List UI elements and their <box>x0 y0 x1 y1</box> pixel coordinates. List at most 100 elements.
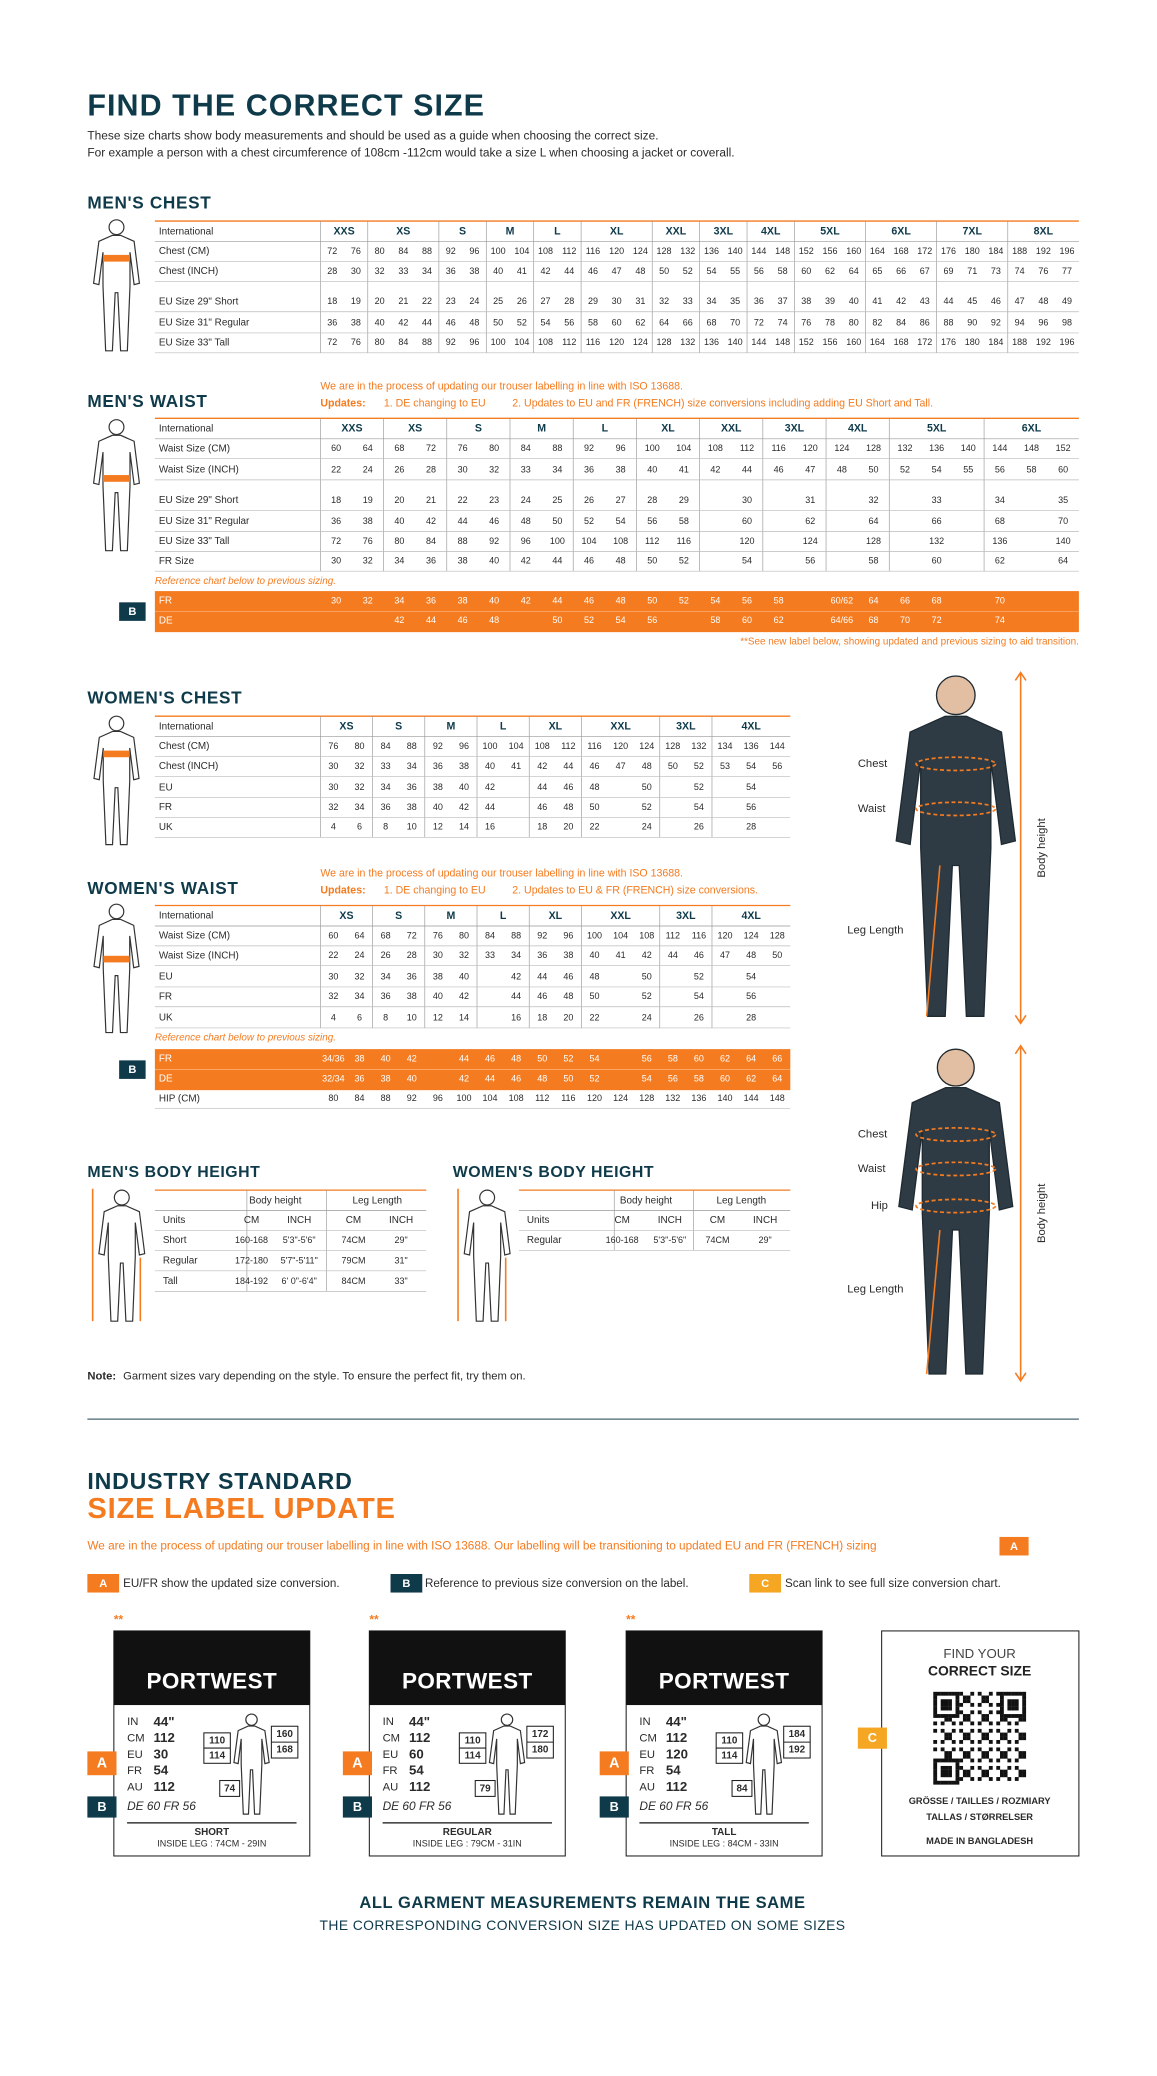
size-header: XL <box>661 423 675 435</box>
cell: 30 <box>458 464 468 474</box>
qr-module <box>933 1758 938 1763</box>
badge <box>87 1796 117 1818</box>
cell: 54 <box>742 556 752 566</box>
cell: 54 <box>694 991 704 1001</box>
cell: 60 <box>932 556 942 566</box>
qr-module <box>948 1754 952 1759</box>
qr-module <box>999 1732 1004 1737</box>
figure-body <box>92 234 141 352</box>
cell: 72 <box>426 443 436 453</box>
size-header: S <box>395 721 402 733</box>
cell: 160-168 <box>235 1235 268 1245</box>
footer-text: THE CORRESPONDING CONVERSION SIZE HAS UP… <box>320 1917 846 1933</box>
qr-module <box>955 1773 960 1778</box>
figure-body <box>233 1725 270 1815</box>
cell: 34 <box>407 761 417 771</box>
cell: 124 <box>613 1093 628 1103</box>
cell: 29 <box>679 495 689 505</box>
figure-head <box>108 219 125 236</box>
qr-module <box>1007 1758 1012 1763</box>
cell: 104 <box>509 741 524 751</box>
cell: 52 <box>694 761 704 771</box>
qr-module <box>955 1765 960 1770</box>
row-label: DE <box>159 615 173 626</box>
intro: We are in the process of updating our tr… <box>87 1539 876 1552</box>
row-label: EU Size 29" Short <box>159 296 239 307</box>
qr-module <box>1003 1773 1008 1778</box>
qr-module <box>933 1706 938 1711</box>
cell: 32 <box>328 802 338 812</box>
cell: 26 <box>517 296 527 306</box>
cell: 4 <box>331 822 336 832</box>
cell: 40 <box>489 595 499 605</box>
qr-module <box>962 1751 967 1755</box>
cell: 48 <box>589 971 599 981</box>
cell: 62 <box>805 516 815 526</box>
qr-module <box>959 1728 964 1733</box>
cell: 20 <box>563 1012 573 1022</box>
cell: 140 <box>1056 536 1071 546</box>
qr-module <box>936 1714 941 1718</box>
size-header: M <box>537 423 546 435</box>
measure-band <box>103 750 130 758</box>
cell: 34 <box>552 464 562 474</box>
cell: 34 <box>381 782 391 792</box>
box-value: 180 <box>532 1745 549 1756</box>
label-value: 112 <box>154 1730 175 1745</box>
label-key: CM <box>383 1733 401 1745</box>
cell: 96 <box>459 741 469 751</box>
qr-module <box>988 1721 993 1726</box>
badge <box>87 1751 117 1776</box>
cell: 108 <box>538 337 553 347</box>
cell: 62 <box>720 1053 730 1063</box>
cell: 80 <box>489 443 499 453</box>
qr-module <box>948 1702 952 1707</box>
cell: 134 <box>718 741 733 751</box>
badge <box>599 1751 629 1776</box>
cell: 32 <box>363 595 373 605</box>
section-title: MEN'S CHEST <box>87 192 211 212</box>
cell: 38 <box>563 950 573 960</box>
cell: 40 <box>485 761 495 771</box>
row-label: International <box>159 226 214 237</box>
qr-module <box>1007 1747 1012 1752</box>
cell: 90 <box>967 317 977 327</box>
cell: 38 <box>363 516 373 526</box>
cell: 33" <box>395 1276 408 1286</box>
cell: 96 <box>469 246 479 256</box>
row-label: FR <box>159 596 172 607</box>
row-label: Chest (INCH) <box>159 266 218 277</box>
qr-module <box>996 1777 1001 1781</box>
cell: 88 <box>407 741 417 751</box>
reference-note: Reference chart below to previous sizing… <box>155 1032 336 1043</box>
cell: 42 <box>710 464 720 474</box>
cell: 104 <box>676 443 691 453</box>
qr-module <box>948 1758 952 1763</box>
size-header: L <box>554 225 561 237</box>
badge-label: A <box>99 1578 107 1590</box>
cell: 80 <box>375 337 385 347</box>
cell: 22 <box>589 822 599 832</box>
qr-module <box>940 1758 945 1763</box>
cell: 52 <box>642 991 652 1001</box>
cell: 88 <box>552 443 562 453</box>
cell: 50 <box>642 971 652 981</box>
cell: 5'3"-5'6" <box>653 1235 686 1245</box>
qr-module <box>940 1702 945 1707</box>
qr-module <box>996 1728 1001 1733</box>
cell: 4 <box>331 1012 336 1022</box>
cell: 58 <box>868 556 878 566</box>
cell: 120 <box>587 1093 602 1103</box>
cell: 30 <box>331 595 341 605</box>
cell: 96 <box>433 1093 443 1103</box>
qr-module <box>951 1714 956 1718</box>
qr-heading: FIND YOUR <box>943 1646 1015 1661</box>
badge <box>119 602 146 621</box>
cell: 30 <box>328 971 338 981</box>
cell: 38 <box>458 595 468 605</box>
cell: 38 <box>407 991 417 1001</box>
fit: TALL <box>712 1827 737 1838</box>
size-header: XL <box>610 225 624 237</box>
qr-module <box>970 1777 975 1781</box>
cell: Regular <box>163 1256 198 1267</box>
